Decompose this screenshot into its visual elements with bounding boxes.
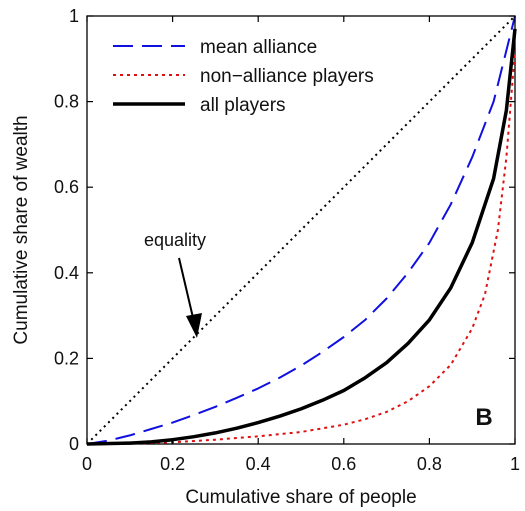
x-tick-label: 0.2 [160, 454, 185, 474]
plot-frame [86, 15, 516, 445]
x-tick-label: 0 [82, 454, 92, 474]
panel-label: B [475, 404, 492, 431]
series-line-non-alliance-players [86, 50, 516, 445]
x-tick-label: 0.6 [331, 454, 356, 474]
y-tick-label: 0.2 [54, 348, 79, 368]
ticks-layer: 0 0.2 0.4 0.6 0.8 1 0 0.2 0.4 0.6 0.8 1 [54, 6, 520, 474]
x-tick-label: 1 [510, 454, 520, 474]
y-tick-label: 0 [69, 434, 79, 454]
legend-label-mean-alliance: mean alliance [200, 37, 317, 58]
x-tick-label: 0.4 [246, 454, 271, 474]
x-axis-label: Cumulative share of people [185, 487, 416, 508]
legend-label-non-alliance: non−alliance players [200, 66, 374, 87]
series-line-all-players [86, 28, 517, 446]
y-axis-label: Cumulative share of wealth [11, 115, 32, 344]
plot-area [86, 15, 516, 445]
series-line-equality [86, 15, 516, 445]
legend-label-all-players: all players [200, 95, 286, 116]
x-tick-label: 0.8 [417, 454, 442, 474]
y-tick-label: 0.8 [54, 92, 79, 112]
y-tick-label: 0.4 [54, 263, 79, 283]
series-line-mean-alliance [86, 15, 516, 445]
y-tick-label: 1 [69, 6, 79, 26]
equality-arrow [178, 257, 202, 338]
y-tick-label: 0.6 [54, 177, 79, 197]
series-layer [86, 15, 517, 446]
equality-annotation: equality [144, 230, 206, 250]
legend: mean alliance non−alliance players all p… [113, 37, 374, 116]
